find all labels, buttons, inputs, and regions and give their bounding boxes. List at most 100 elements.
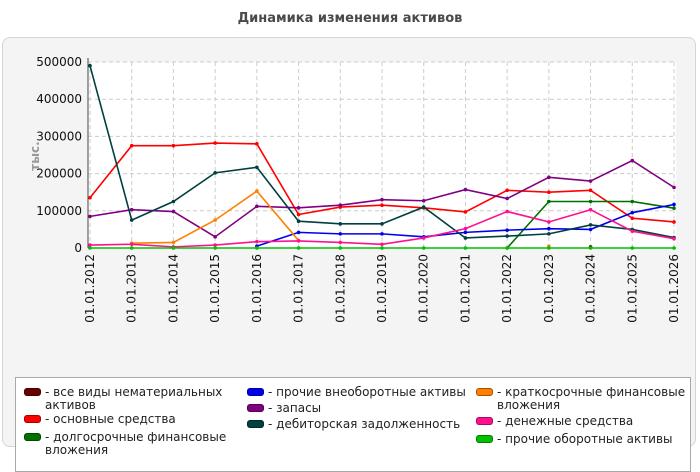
series-point-1	[672, 220, 676, 224]
series-point-8	[296, 246, 301, 250]
series-point-5	[171, 199, 176, 204]
series-point-5	[463, 236, 468, 240]
x-tick-label: 01.01.2014	[166, 254, 180, 323]
series-point-8	[380, 246, 384, 250]
series-point-6	[213, 218, 217, 222]
series-point-7	[255, 239, 259, 244]
series-point-8	[213, 246, 217, 250]
series-point-8	[338, 246, 343, 250]
legend-label-inventories: - запасы	[268, 401, 322, 415]
series-point-2	[588, 199, 593, 204]
series-point-1	[588, 188, 593, 193]
series-point-7	[296, 239, 301, 243]
series-point-3	[296, 230, 301, 235]
y-tick-label: 0	[74, 241, 82, 255]
series-point-6	[255, 189, 259, 193]
legend-label-cash: - денежные средства	[497, 414, 634, 428]
legend-swatch-other-current-assets	[476, 435, 493, 443]
series-point-4	[171, 209, 176, 214]
legend-swatch-fixed-assets	[24, 415, 41, 423]
series-point-4	[129, 207, 134, 212]
line-chart: 0 100000 200000 300000 400000 500000 01.01.201…	[28, 55, 681, 323]
series-point-8	[672, 246, 676, 250]
series-point-7	[672, 236, 676, 241]
series-point-7	[505, 209, 509, 214]
series-point-7	[421, 236, 426, 240]
legend-label-long-term-investments: - долгосрочные финансовые вложения	[45, 430, 227, 457]
series-point-5	[213, 171, 217, 175]
series-point-4	[255, 204, 259, 209]
series-point-4	[338, 203, 343, 208]
series-point-4	[380, 197, 384, 202]
series-point-8	[547, 246, 551, 250]
legend-swatch-intangible-assets	[24, 388, 41, 396]
y-tick-label: 400000	[36, 92, 82, 106]
series-point-4	[505, 196, 509, 201]
x-tick-label: 01.01.2023	[542, 254, 556, 323]
series-point-4	[421, 198, 426, 203]
series-point-5	[296, 219, 301, 224]
x-tick-label: 01.01.2013	[125, 254, 139, 323]
series-point-4	[296, 206, 301, 210]
chart-legend: - все виды нематериальных активов - осно…	[15, 377, 691, 472]
x-tick-label: 01.01.2025	[625, 254, 639, 323]
series-point-5	[588, 223, 593, 227]
series-point-5	[421, 205, 426, 209]
series-point-1	[88, 195, 92, 200]
series-point-5	[255, 165, 259, 170]
y-axis-label: тыс.	[28, 141, 42, 170]
series-point-5	[380, 222, 384, 226]
series-point-4	[630, 158, 635, 163]
series-point-3	[672, 202, 676, 207]
legend-label-fixed-assets: - основные средства	[45, 412, 176, 426]
legend-swatch-short-term-investments	[476, 388, 493, 396]
series-point-7	[630, 229, 635, 234]
series-point-7	[380, 242, 384, 247]
series-point-1	[296, 212, 301, 217]
series-point-1	[255, 142, 259, 146]
legend-label-receivables: - дебиторская задолженность	[268, 417, 461, 431]
series-point-4	[88, 214, 92, 219]
series-point-1	[380, 203, 384, 208]
legend-swatch-long-term-investments	[24, 433, 41, 441]
series-point-5	[505, 234, 509, 238]
series-point-3	[338, 232, 343, 236]
x-tick-label: 01.01.2021	[458, 254, 472, 323]
series-point-1	[505, 188, 509, 193]
y-tick-label: 100000	[36, 204, 82, 218]
series-point-8	[421, 246, 426, 250]
series-point-1	[630, 216, 635, 221]
x-tick-label: 01.01.2015	[208, 254, 222, 323]
legend-swatch-receivables	[247, 420, 264, 428]
x-tick-label: 01.01.2026	[667, 254, 681, 323]
legend-label-other-noncurrent-assets: - прочие внеоборотные активы	[268, 385, 466, 399]
series-point-2	[672, 206, 676, 210]
series-point-8	[88, 246, 92, 250]
series-point-5	[129, 218, 134, 222]
legend-swatch-cash	[476, 417, 493, 425]
series-point-3	[463, 230, 468, 235]
series-point-1	[171, 143, 176, 148]
y-tick-label: 500000	[36, 55, 82, 69]
series-point-4	[213, 235, 217, 239]
series-point-8	[630, 246, 635, 250]
legend-label-intangible-assets: - все виды нематериальных активов	[45, 385, 223, 412]
series-point-3	[505, 228, 509, 232]
x-tick-label: 01.01.2020	[417, 254, 431, 323]
series-point-7	[547, 220, 551, 224]
x-tick-label: 01.01.2024	[584, 254, 598, 323]
series-point-1	[213, 141, 217, 145]
series-point-4	[588, 179, 593, 183]
series-point-6	[171, 240, 176, 245]
x-tick-label: 01.01.2016	[250, 254, 264, 323]
legend-swatch-inventories	[247, 404, 264, 412]
series-point-8	[255, 246, 259, 250]
x-tick-label: 01.01.2022	[500, 254, 514, 323]
x-tick-label: 01.01.2012	[83, 254, 97, 323]
series-point-4	[672, 185, 676, 190]
series-point-5	[88, 63, 92, 68]
series-point-7	[213, 243, 217, 247]
y-tick-label: 300000	[36, 129, 82, 143]
x-tick-label: 01.01.2018	[333, 254, 347, 323]
chart-title: Динамика изменения активов	[237, 11, 463, 26]
